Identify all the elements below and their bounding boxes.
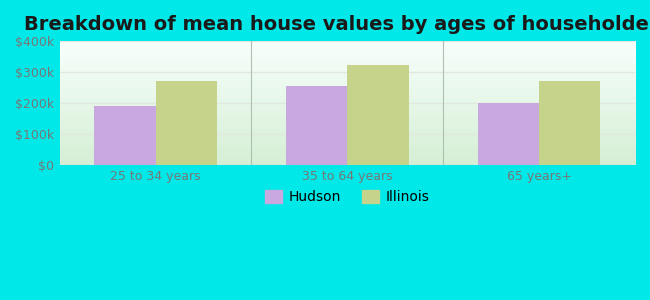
Bar — [286, 86, 347, 165]
Bar — [539, 81, 601, 165]
Title: Breakdown of mean house values by ages of householders: Breakdown of mean house values by ages o… — [24, 15, 650, 34]
Legend: Hudson, Illinois: Hudson, Illinois — [259, 185, 435, 210]
Bar — [478, 103, 539, 165]
Bar — [347, 65, 409, 165]
Bar — [155, 81, 217, 165]
Bar — [94, 106, 155, 165]
